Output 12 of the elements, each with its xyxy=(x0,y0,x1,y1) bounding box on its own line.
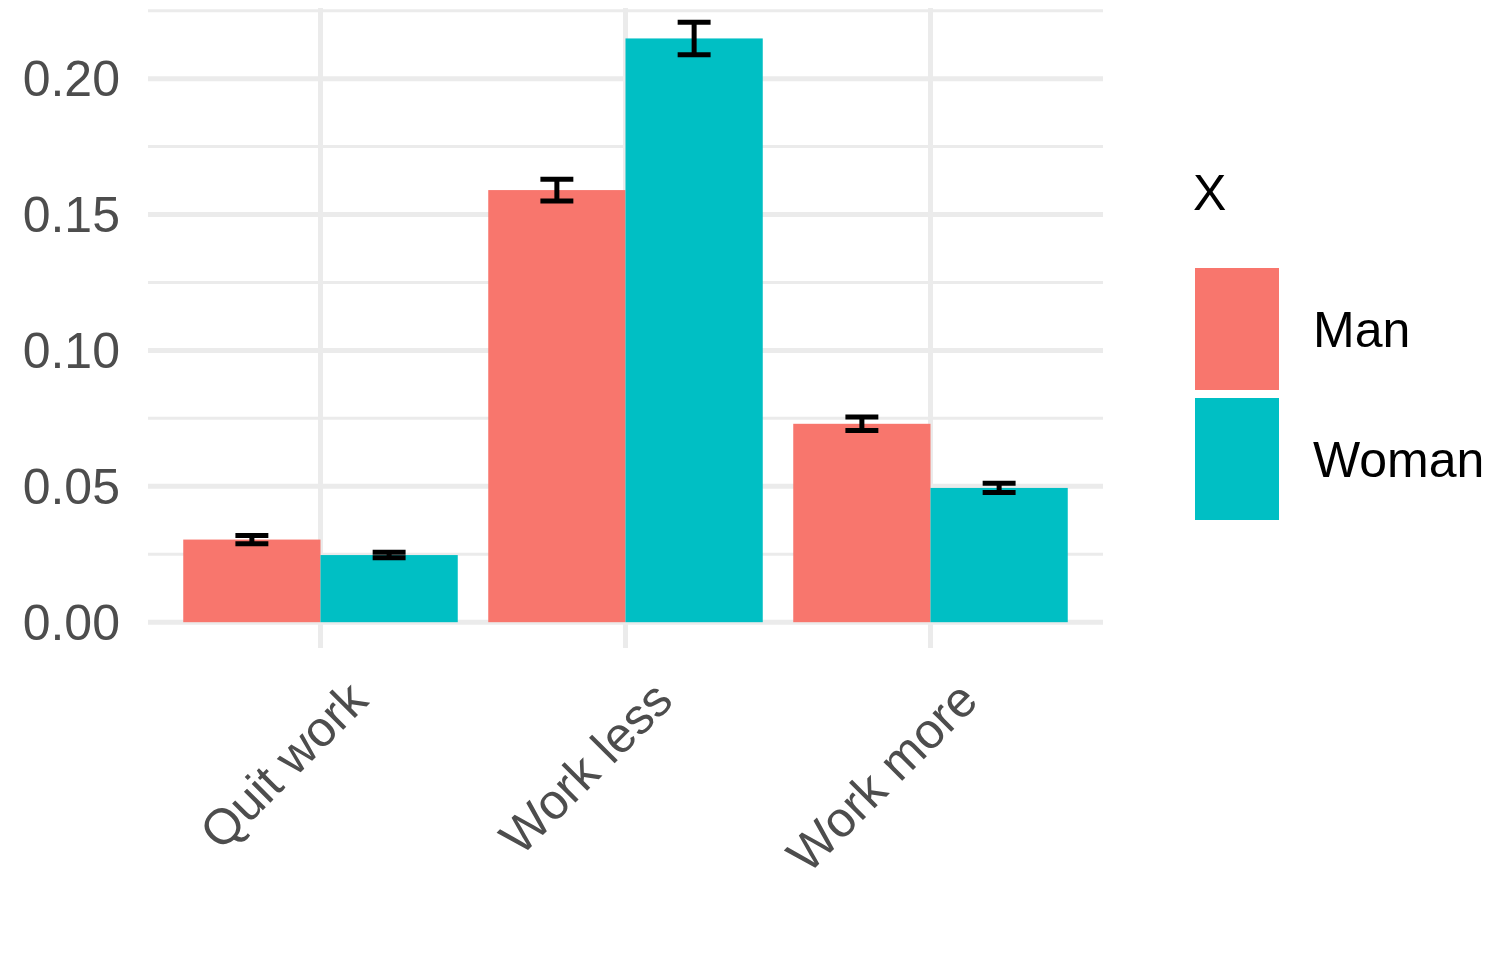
bar xyxy=(793,423,931,623)
legend-title: X xyxy=(1193,165,1227,221)
y-tick-label: 0.15 xyxy=(22,187,120,244)
y-tick-label: 0.05 xyxy=(22,458,120,515)
bar xyxy=(183,539,321,623)
text: Man xyxy=(1313,301,1411,358)
y-tick-label: 0.20 xyxy=(22,51,120,108)
text: Woman xyxy=(1313,431,1485,488)
bar xyxy=(930,487,1068,623)
y-tick-label: 0.00 xyxy=(22,594,120,651)
bar xyxy=(320,555,458,623)
y-tick-label: 0.10 xyxy=(22,322,120,379)
